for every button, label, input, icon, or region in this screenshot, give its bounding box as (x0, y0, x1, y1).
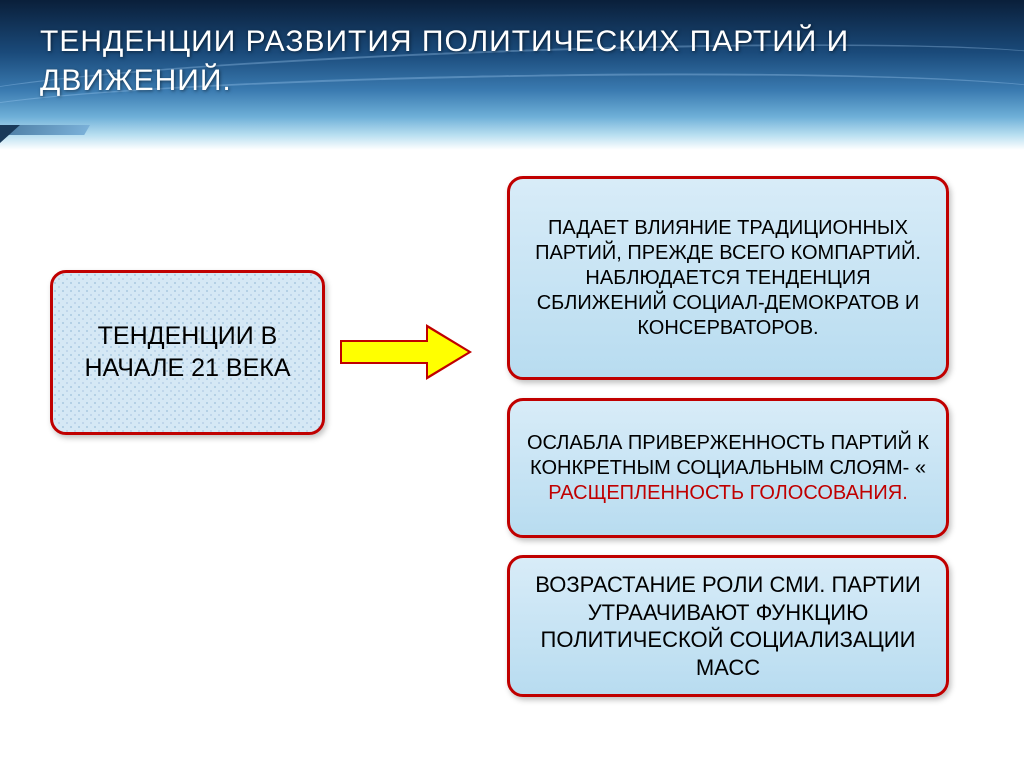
trend-box-2-prefix: ОСЛАБЛА ПРИВЕРЖЕННОСТЬ ПАРТИЙ К КОНКРЕТН… (527, 432, 929, 479)
trend-box-2: ОСЛАБЛА ПРИВЕРЖЕННОСТЬ ПАРТИЙ К КОНКРЕТН… (507, 398, 949, 538)
trend-box-1-text: ПАДАЕТ ВЛИЯНИЕ ТРАДИЦИОННЫХ ПАРТИЙ, ПРЕЖ… (524, 216, 932, 341)
trend-box-3: ВОЗРАСТАНИЕ РОЛИ СМИ. ПАРТИИ УТРААЧИВАЮТ… (507, 555, 949, 697)
arrow (340, 332, 470, 372)
source-box: ТЕНДЕНЦИИ В НАЧАЛЕ 21 ВЕКА (50, 270, 325, 435)
trend-box-1: ПАДАЕТ ВЛИЯНИЕ ТРАДИЦИОННЫХ ПАРТИЙ, ПРЕЖ… (507, 176, 949, 380)
arrow-shaft (340, 340, 430, 364)
trend-box-2-highlight: РАСЩЕПЛЕННОСТЬ ГОЛОСОВАНИЯ. (548, 482, 908, 504)
trend-box-3-text: ВОЗРАСТАНИЕ РОЛИ СМИ. ПАРТИИ УТРААЧИВАЮТ… (524, 571, 932, 681)
header-corner-fold (0, 125, 20, 143)
trend-box-2-text: ОСЛАБЛА ПРИВЕРЖЕННОСТЬ ПАРТИЙ К КОНКРЕТН… (524, 431, 932, 506)
arrow-head (428, 328, 468, 376)
slide-title: ТЕНДЕНЦИИ РАЗВИТИЯ ПОЛИТИЧЕСКИХ ПАРТИЙ И… (40, 22, 984, 100)
source-box-text: ТЕНДЕНЦИИ В НАЧАЛЕ 21 ВЕКА (67, 321, 308, 384)
